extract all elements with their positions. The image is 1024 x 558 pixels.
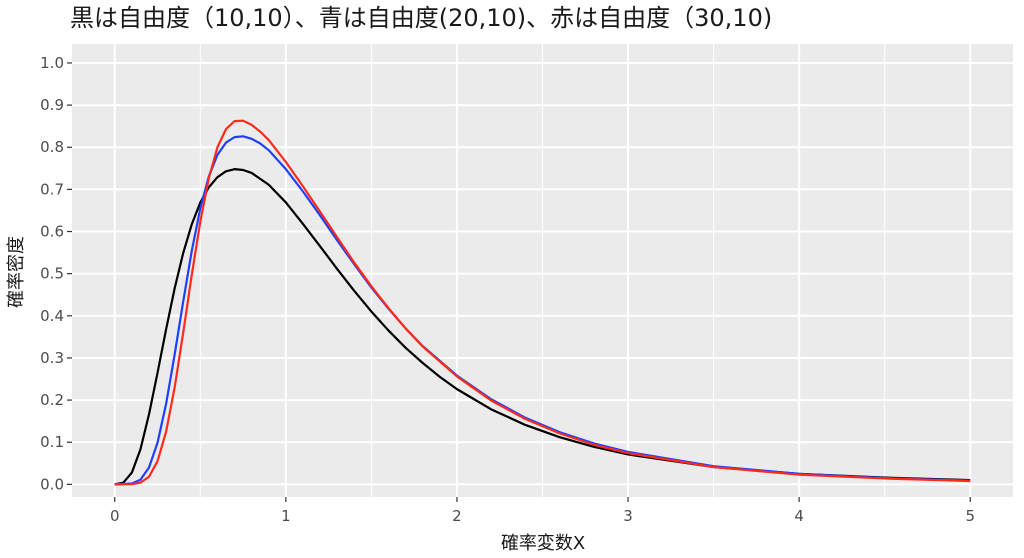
- x-tick-label: 4: [794, 507, 804, 525]
- y-tick-label: 0.6: [40, 223, 64, 241]
- y-tick-label: 0.5: [40, 265, 64, 283]
- y-tick-label: 0.1: [40, 433, 64, 451]
- y-tick-label: 0.3: [40, 349, 64, 367]
- y-tick-label: 0.8: [40, 138, 64, 156]
- series-line-1: [114, 168, 971, 486]
- minor-gridlines: [199, 44, 886, 497]
- x-tick-label: 3: [623, 507, 633, 525]
- y-tick-label: 0.4: [40, 307, 64, 325]
- y-axis: 0.0 0.1 0.2 0.3 0.4 0.5 0.6 0.7 0.8 0.9 1.0: [40, 54, 72, 493]
- x-tick-label: 0: [110, 507, 120, 525]
- chart-title: 黒は自由度（10,10）、青は自由度(20,10)、赤は自由度（30,10): [70, 4, 772, 32]
- y-tick-label: 0.9: [40, 96, 64, 114]
- x-tick-label: 2: [452, 507, 462, 525]
- x-axis-title: 確率変数X: [501, 533, 585, 554]
- y-tick-label: 0.0: [40, 475, 64, 493]
- major-gridlines: [72, 44, 1013, 497]
- x-tick-label: 1: [281, 507, 291, 525]
- x-axis: 0 1 2 3 4 5: [110, 497, 975, 525]
- density-curves: [114, 119, 971, 486]
- y-tick-label: 1.0: [40, 54, 64, 72]
- y-tick-label: 0.2: [40, 391, 64, 409]
- series-line-2: [114, 135, 971, 486]
- y-tick-label: 0.7: [40, 180, 64, 198]
- x-tick-label: 5: [965, 507, 975, 525]
- series-line-3: [114, 119, 971, 486]
- y-axis-title: 確率密度: [6, 236, 27, 308]
